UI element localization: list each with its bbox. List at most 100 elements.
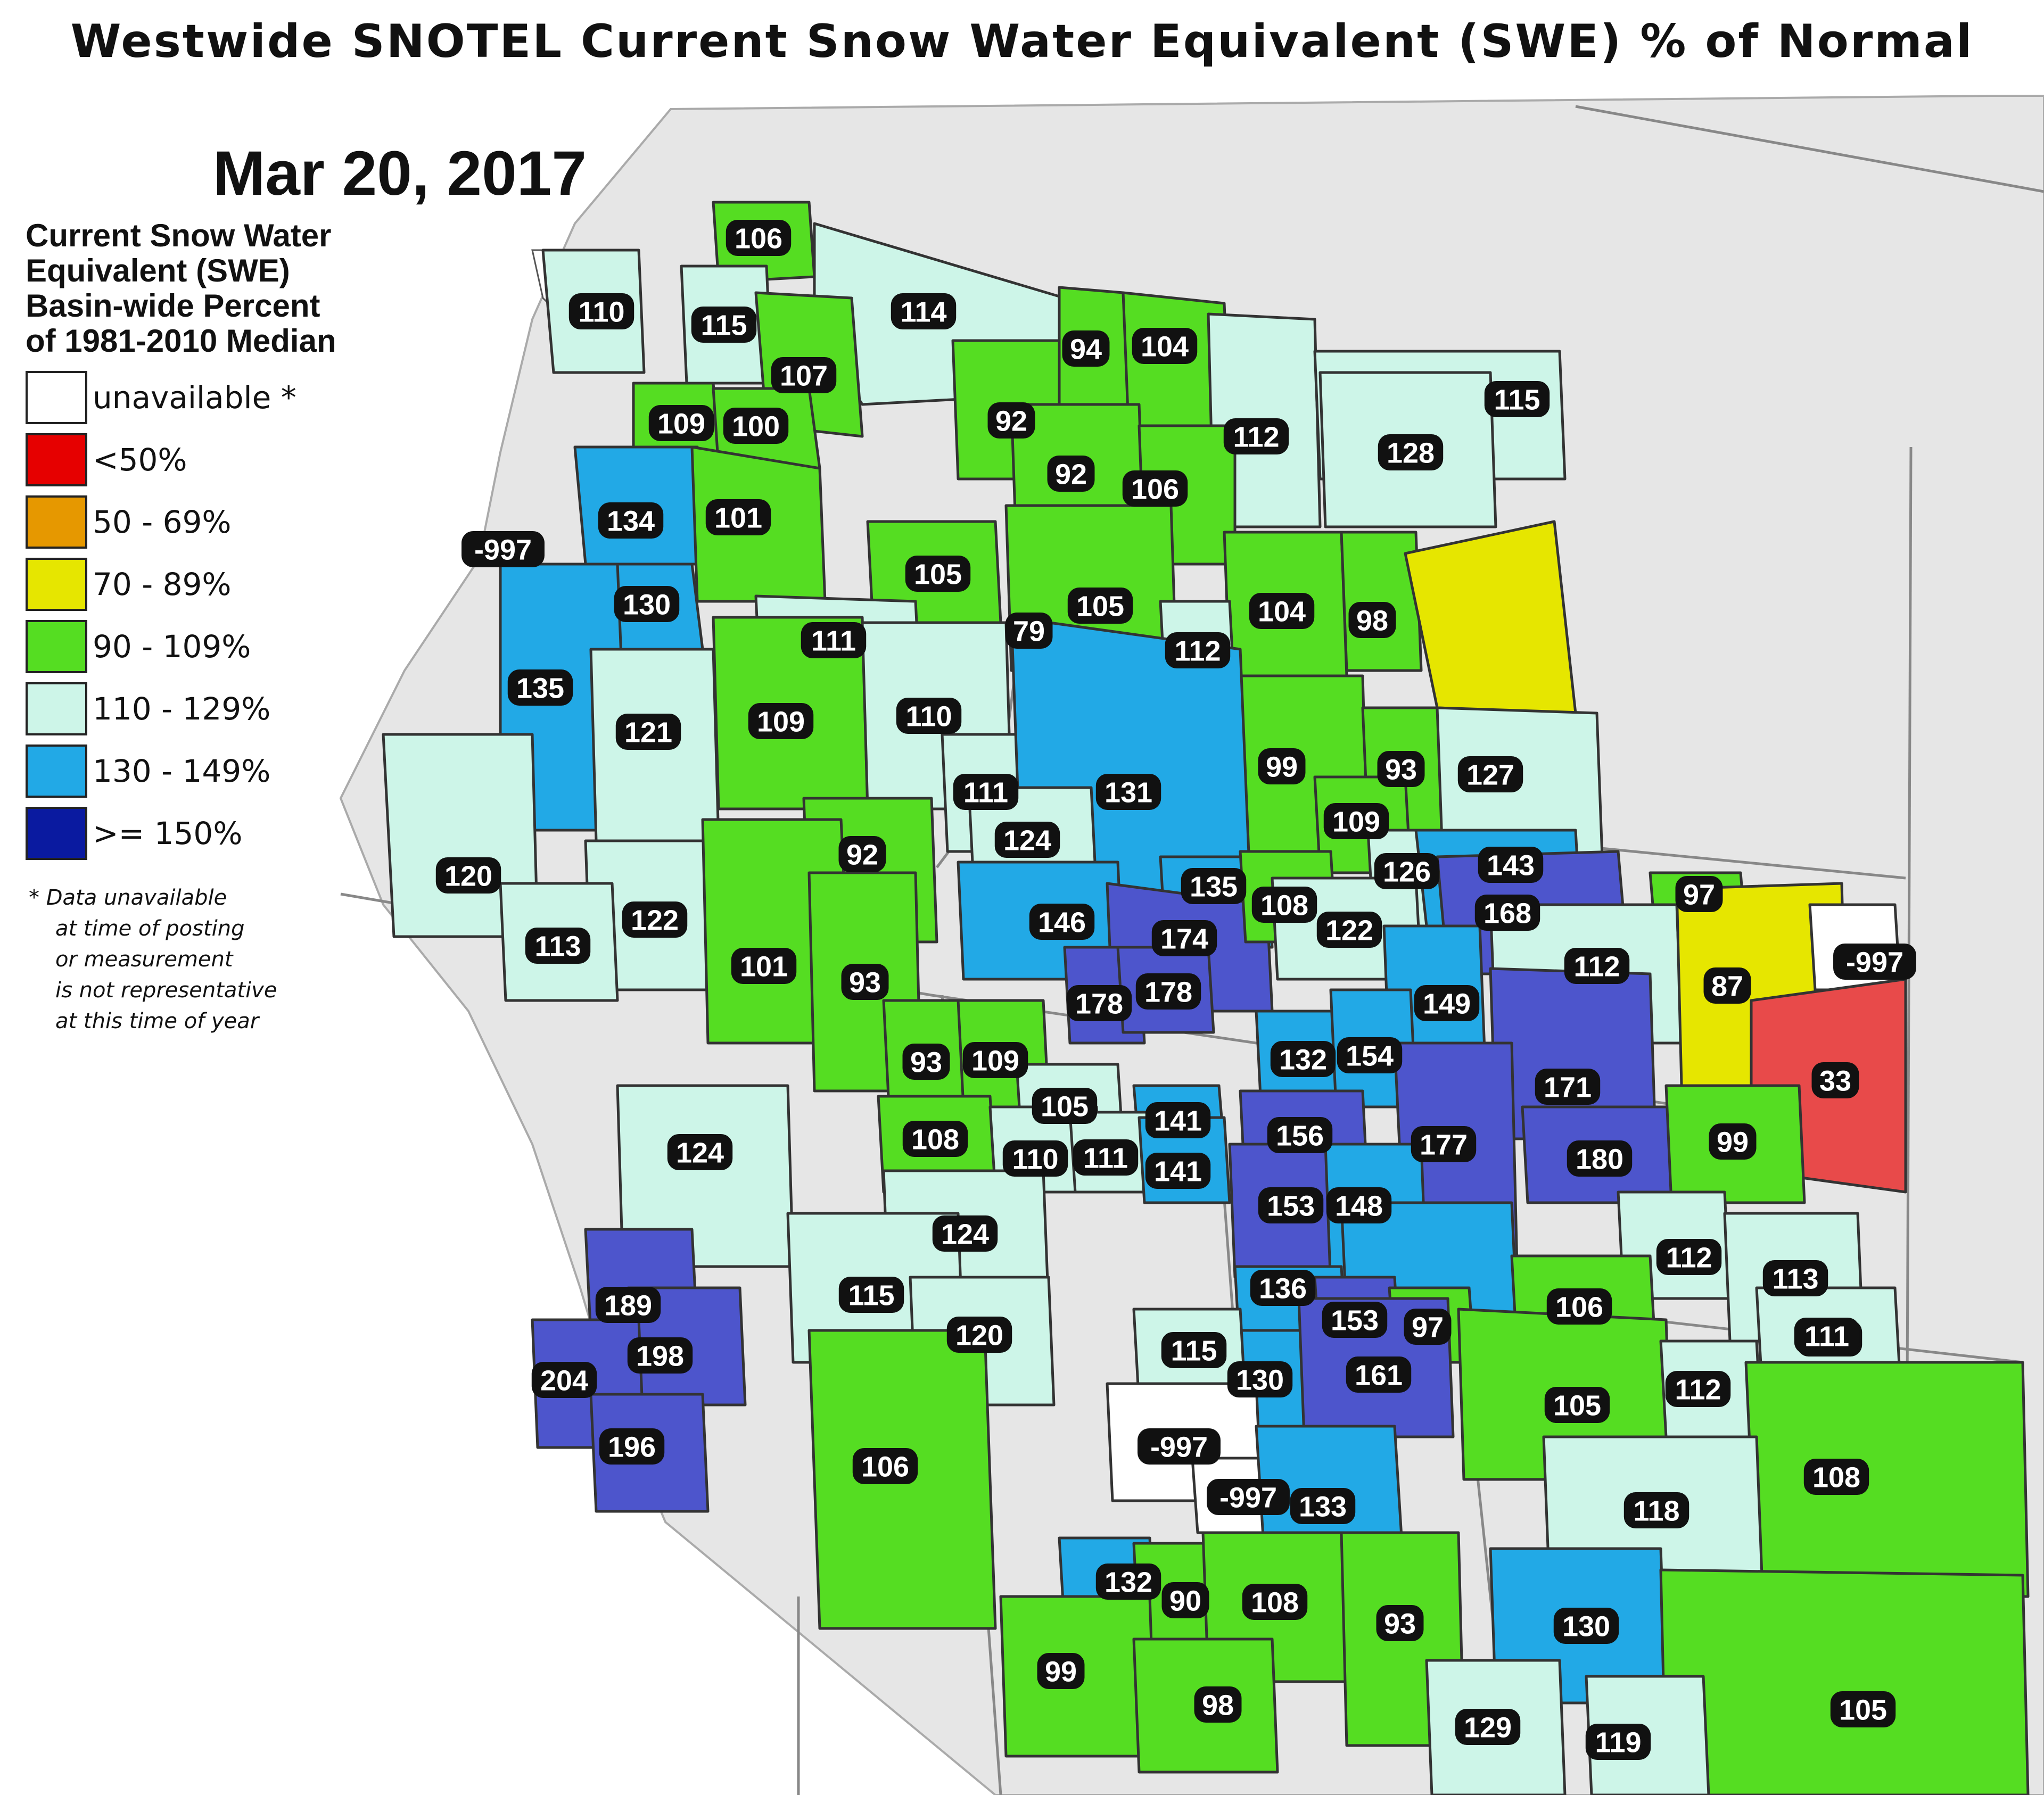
basin-value-label: 87: [1711, 970, 1743, 1002]
basin-label-background: [1803, 1459, 1869, 1495]
legend-heading-line: Current Snow Water: [26, 218, 332, 253]
basin-value-label: 108: [1812, 1461, 1860, 1493]
basin-label-background: [1145, 1102, 1211, 1138]
basin-label-background: [1544, 1387, 1610, 1423]
basin-label-background: [615, 714, 681, 750]
basin-value-label: 124: [941, 1218, 989, 1250]
basin-value-label: 99: [1045, 1656, 1077, 1688]
basin-value-label: 174: [1160, 923, 1208, 955]
basin-value-label: 141: [1154, 1105, 1202, 1137]
basin-label-background: [1376, 1605, 1424, 1641]
basin-label-background: [723, 408, 789, 444]
legend-swatch: [26, 619, 87, 673]
basin-label-background: [1095, 774, 1161, 810]
basin-polygon: [1659, 1568, 2030, 1795]
basin-value-label: 118: [1633, 1495, 1679, 1527]
basin-label-background: [1161, 1332, 1227, 1368]
basin-label-background: [1037, 1653, 1085, 1689]
basin-label-background: [1567, 1140, 1633, 1177]
basin-value-label: 106: [1131, 473, 1179, 505]
basin-value-label: 97: [1683, 879, 1715, 911]
basin-value-label: 93: [849, 966, 881, 998]
basin-label-background: [902, 1044, 950, 1080]
basin-label-background: [1346, 1356, 1412, 1393]
basin-label-background: [1073, 1139, 1139, 1176]
legend-item-150-plus: >= 150%: [26, 802, 366, 864]
basin-label-background: [841, 964, 889, 1000]
basin-value-label: 99: [1717, 1126, 1749, 1158]
basin-label-background: [1762, 1260, 1828, 1296]
basin-label-background: [1138, 1428, 1221, 1465]
basin-value-label: 130: [1562, 1610, 1610, 1642]
basin-value-label: 133: [1299, 1491, 1347, 1523]
basin-label-background: [731, 948, 797, 984]
basin-label-background: [1270, 1041, 1336, 1077]
basin-label-background: [595, 1287, 661, 1323]
basin-label-background: [1194, 1686, 1242, 1723]
footnote-line: or measurement: [55, 947, 233, 972]
basin-value-label: 93: [910, 1046, 942, 1078]
basin-label-background: [1546, 1288, 1612, 1325]
basin-label-background: [1005, 613, 1053, 649]
basin-value-label: 105: [1076, 590, 1124, 622]
basin-value-label: 111: [811, 625, 856, 657]
basin-label-background: [1165, 632, 1231, 668]
basin-value-label: 105: [1041, 1090, 1089, 1122]
basin-label-background: [1251, 887, 1317, 923]
basin-value-label: 146: [1038, 906, 1086, 938]
basin-value-label: 135: [516, 672, 564, 704]
basin-value-label: 109: [971, 1045, 1019, 1077]
basin-value-label: 106: [1555, 1291, 1603, 1323]
basin-value-label: 149: [1423, 988, 1471, 1020]
legend-item-130-149: 130 - 149%: [26, 740, 366, 802]
basin-label-background: [648, 405, 714, 441]
basin-value-label: 115: [700, 309, 747, 341]
basin-value-label: 92: [846, 839, 878, 871]
basin-label-background: [598, 502, 664, 539]
basin-label-background: [1316, 912, 1382, 948]
legend-item-label: 130 - 149%: [93, 752, 271, 789]
basin-value-label: 129: [1464, 1711, 1512, 1743]
basin-value-label: 109: [1332, 806, 1380, 838]
basin-label-background: [987, 402, 1035, 439]
basin-label-background: [1585, 1724, 1651, 1760]
basin-value-label: 90: [1169, 1585, 1201, 1617]
basin-value-label: 113: [534, 930, 581, 962]
basin-label-background: [1151, 920, 1217, 956]
footnote-line: * Data unavailable: [29, 886, 227, 910]
basin-label-background: [1258, 1187, 1324, 1223]
basin-label-background: [1032, 1088, 1098, 1124]
basin-value-label: 132: [1105, 1566, 1152, 1598]
basin-label-background: [1323, 803, 1389, 839]
basin-label-background: [1181, 868, 1247, 904]
basin-value-label: 135: [1190, 871, 1238, 903]
basin-label-layer: 106 110 115 114 107 109 100 94 104 92 112 115 128 92 1…: [435, 220, 1916, 1760]
basin-value-label: 112: [1666, 1242, 1712, 1273]
basin-value-label: 178: [1144, 976, 1192, 1008]
basin-value-label: 153: [1267, 1190, 1315, 1222]
footnote-line: is not representative: [55, 978, 277, 1003]
basin-label-background: [946, 1317, 1012, 1353]
basin-label-background: [568, 293, 634, 329]
basin-label-background: [691, 307, 757, 343]
basin-value-label: 178: [1075, 988, 1123, 1020]
basin-label-background: [1161, 1582, 1209, 1618]
basin-label-background: [1564, 948, 1630, 984]
basin-value-label: 189: [604, 1289, 652, 1321]
basin-value-label: 111: [963, 776, 1008, 808]
map-date: Mar 20, 2017: [213, 138, 587, 209]
basin-value-label: 93: [1384, 1608, 1416, 1640]
basin-label-background: [1047, 456, 1095, 492]
basin-label-background: [726, 220, 792, 256]
basin-label-background: [1135, 973, 1201, 1010]
basin-value-label: 148: [1335, 1190, 1383, 1222]
legend-item-label: >= 150%: [93, 815, 243, 851]
basin-label-background: [1290, 1488, 1356, 1524]
legend-item-below-50: <50%: [26, 428, 366, 491]
basin-value-label: 153: [1331, 1304, 1379, 1336]
legend-item-90-109: 90 - 109%: [26, 615, 366, 677]
basin-label-background: [1411, 1126, 1477, 1162]
basin-value-label: 110: [578, 296, 624, 328]
basin-label-background: [1709, 1123, 1757, 1160]
basin-label-background: [627, 1337, 693, 1374]
